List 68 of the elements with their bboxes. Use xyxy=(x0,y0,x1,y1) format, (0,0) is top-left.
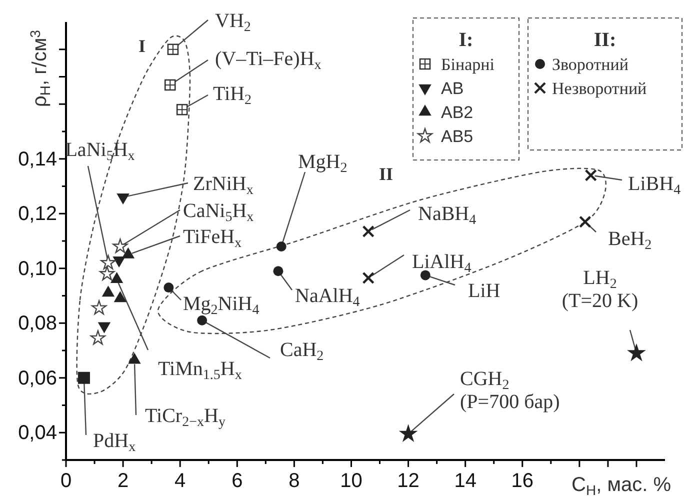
point xyxy=(92,300,107,315)
point xyxy=(362,272,374,284)
legend-label: Зворотний xyxy=(552,55,628,74)
annotation: II xyxy=(378,164,394,184)
annotation: LiAlH$_{4}$ xyxy=(412,251,472,276)
annotation: II: xyxy=(594,29,616,51)
x-axis-title: C$_{H}$, мас. % xyxy=(572,474,672,498)
x-tick-label: 2 xyxy=(117,470,129,492)
annotation: PdH$_{x}$ xyxy=(93,430,136,454)
y-tick-label: 0,06 xyxy=(18,367,57,390)
point xyxy=(164,282,174,293)
legend-label: AB5 xyxy=(441,127,474,146)
annotation: LiBH$_{4}$ xyxy=(628,173,681,198)
annotation: CGH$_{2}$ (P=700 бар) xyxy=(460,368,560,413)
annotation: TiH$_{2}$ xyxy=(213,83,252,108)
point xyxy=(197,315,208,326)
point xyxy=(276,241,286,252)
point xyxy=(78,372,90,384)
point xyxy=(100,254,116,270)
point xyxy=(112,238,128,253)
annotation: CaNi$_{5}$H$_{x}$ xyxy=(183,200,254,224)
point xyxy=(90,330,106,345)
annotation: ZrNiH$_{x}$ xyxy=(193,173,254,198)
annotation: TiFeH$_{x}$ xyxy=(183,226,242,250)
annotation: TiMn$_{1.5}$H$_{x}$ xyxy=(158,358,242,382)
annotation: CaH$_{2}$ xyxy=(280,339,324,364)
legend-label: Бінарні xyxy=(441,55,495,74)
point xyxy=(398,424,418,442)
point xyxy=(114,291,127,302)
annotation: I xyxy=(138,36,146,56)
y-tick-label: 0,08 xyxy=(18,312,57,335)
point xyxy=(110,272,124,283)
x-tick-label: 14 xyxy=(454,470,476,492)
x-tick-label: 16 xyxy=(511,470,534,492)
x-tick-label: 10 xyxy=(340,470,362,492)
point xyxy=(627,343,646,362)
annotation: NaAlH$_{4}$ xyxy=(295,285,360,310)
annotation: TiCr$_{2−x}$H$_{y}$ xyxy=(145,405,226,430)
point xyxy=(122,247,135,258)
annotation: (V–Ti–Fe)H$_{x}$ xyxy=(215,48,322,72)
point xyxy=(273,266,284,276)
point xyxy=(579,216,592,228)
y-tick-label: 0,04 xyxy=(18,422,57,444)
x-tick-label: 0 xyxy=(60,470,72,492)
annotation: Mg$_{2}$NiH$_{4}$ xyxy=(183,293,260,318)
y-tick-label: 0,10 xyxy=(18,258,57,280)
point xyxy=(128,352,141,364)
legend-label: AB xyxy=(441,79,464,98)
x-tick-label: 4 xyxy=(174,470,186,492)
y-tick-label: 0,12 xyxy=(18,203,57,226)
y-tick-label: 0,14 xyxy=(18,148,57,170)
legend-label: Незворотний xyxy=(552,79,647,98)
annotation: LiH xyxy=(468,280,500,302)
annotation: LH$_{2}$ (T=20 K) xyxy=(562,267,638,312)
point xyxy=(584,169,597,182)
annotation: VH$_{2}$ xyxy=(215,10,251,34)
point xyxy=(100,266,115,280)
annotation: BeH$_{2}$ xyxy=(608,228,652,252)
annotation: MgH$_{2}$ xyxy=(298,151,348,176)
annotation: I: xyxy=(458,29,474,51)
point xyxy=(362,225,374,238)
point xyxy=(102,286,115,297)
annotation: NaBH$_{4}$ xyxy=(418,203,476,228)
point xyxy=(420,270,430,280)
x-tick-label: 8 xyxy=(288,470,300,492)
x-tick-label: 6 xyxy=(232,470,243,492)
x-tick-label: 12 xyxy=(397,470,420,492)
legend-label: AB2 xyxy=(441,103,474,122)
